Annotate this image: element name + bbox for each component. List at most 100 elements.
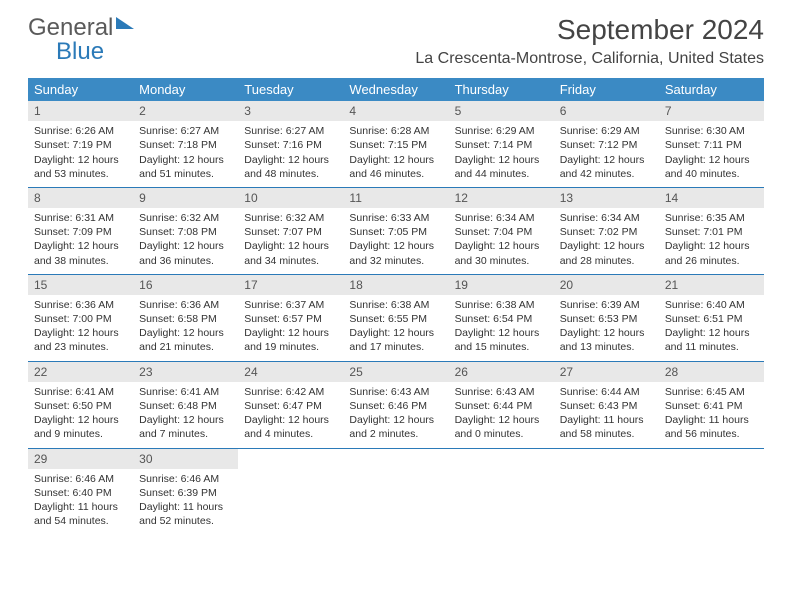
sunset-text: Sunset: 7:08 PM <box>139 225 232 239</box>
day-number: 10 <box>238 188 343 208</box>
sunrise-text: Sunrise: 6:42 AM <box>244 385 337 399</box>
daylight-text: Daylight: 12 hours and 51 minutes. <box>139 153 232 181</box>
day-body: Sunrise: 6:39 AMSunset: 6:53 PMDaylight:… <box>554 295 659 361</box>
day-cell: 6Sunrise: 6:29 AMSunset: 7:12 PMDaylight… <box>554 101 659 187</box>
daylight-text: Daylight: 11 hours and 58 minutes. <box>560 413 653 441</box>
day-number: 27 <box>554 362 659 382</box>
week-row: 8Sunrise: 6:31 AMSunset: 7:09 PMDaylight… <box>28 188 764 275</box>
daylight-text: Daylight: 12 hours and 38 minutes. <box>34 239 127 267</box>
sunrise-text: Sunrise: 6:39 AM <box>560 298 653 312</box>
day-number: 8 <box>28 188 133 208</box>
sunrise-text: Sunrise: 6:40 AM <box>665 298 758 312</box>
day-number: 11 <box>343 188 448 208</box>
sunset-text: Sunset: 7:11 PM <box>665 138 758 152</box>
sunrise-text: Sunrise: 6:46 AM <box>139 472 232 486</box>
day-cell: 27Sunrise: 6:44 AMSunset: 6:43 PMDayligh… <box>554 362 659 448</box>
day-number: 23 <box>133 362 238 382</box>
day-number <box>554 449 659 453</box>
header: General Blue September 2024 La Crescenta… <box>28 14 764 68</box>
sunrise-text: Sunrise: 6:29 AM <box>455 124 548 138</box>
day-number <box>659 449 764 453</box>
day-body: Sunrise: 6:44 AMSunset: 6:43 PMDaylight:… <box>554 382 659 448</box>
logo-text-blue: Blue <box>56 38 134 66</box>
day-body: Sunrise: 6:29 AMSunset: 7:12 PMDaylight:… <box>554 121 659 187</box>
dow-cell: Tuesday <box>238 78 343 101</box>
day-cell: 28Sunrise: 6:45 AMSunset: 6:41 PMDayligh… <box>659 362 764 448</box>
sunrise-text: Sunrise: 6:45 AM <box>665 385 758 399</box>
sunset-text: Sunset: 6:43 PM <box>560 399 653 413</box>
daylight-text: Daylight: 12 hours and 44 minutes. <box>455 153 548 181</box>
day-cell: 9Sunrise: 6:32 AMSunset: 7:08 PMDaylight… <box>133 188 238 274</box>
daylight-text: Daylight: 12 hours and 53 minutes. <box>34 153 127 181</box>
day-body: Sunrise: 6:41 AMSunset: 6:50 PMDaylight:… <box>28 382 133 448</box>
sunset-text: Sunset: 7:19 PM <box>34 138 127 152</box>
sunset-text: Sunset: 7:04 PM <box>455 225 548 239</box>
day-number: 3 <box>238 101 343 121</box>
daylight-text: Daylight: 12 hours and 48 minutes. <box>244 153 337 181</box>
daylight-text: Daylight: 11 hours and 56 minutes. <box>665 413 758 441</box>
sunset-text: Sunset: 6:47 PM <box>244 399 337 413</box>
sunrise-text: Sunrise: 6:41 AM <box>139 385 232 399</box>
day-number: 18 <box>343 275 448 295</box>
dow-cell: Wednesday <box>343 78 448 101</box>
sunrise-text: Sunrise: 6:37 AM <box>244 298 337 312</box>
sunrise-text: Sunrise: 6:38 AM <box>349 298 442 312</box>
sunrise-text: Sunrise: 6:46 AM <box>34 472 127 486</box>
day-body: Sunrise: 6:27 AMSunset: 7:18 PMDaylight:… <box>133 121 238 187</box>
sunrise-text: Sunrise: 6:36 AM <box>34 298 127 312</box>
day-body: Sunrise: 6:35 AMSunset: 7:01 PMDaylight:… <box>659 208 764 274</box>
day-number: 24 <box>238 362 343 382</box>
day-body: Sunrise: 6:38 AMSunset: 6:55 PMDaylight:… <box>343 295 448 361</box>
day-body: Sunrise: 6:31 AMSunset: 7:09 PMDaylight:… <box>28 208 133 274</box>
day-number <box>449 449 554 453</box>
sunrise-text: Sunrise: 6:26 AM <box>34 124 127 138</box>
sunrise-text: Sunrise: 6:43 AM <box>349 385 442 399</box>
day-body: Sunrise: 6:38 AMSunset: 6:54 PMDaylight:… <box>449 295 554 361</box>
day-cell <box>554 449 659 535</box>
day-of-week-row: SundayMondayTuesdayWednesdayThursdayFrid… <box>28 78 764 101</box>
daylight-text: Daylight: 12 hours and 9 minutes. <box>34 413 127 441</box>
week-row: 1Sunrise: 6:26 AMSunset: 7:19 PMDaylight… <box>28 101 764 188</box>
day-number: 25 <box>343 362 448 382</box>
day-number: 30 <box>133 449 238 469</box>
day-number <box>343 449 448 453</box>
day-body: Sunrise: 6:45 AMSunset: 6:41 PMDaylight:… <box>659 382 764 448</box>
daylight-text: Daylight: 12 hours and 7 minutes. <box>139 413 232 441</box>
sunset-text: Sunset: 6:53 PM <box>560 312 653 326</box>
day-body: Sunrise: 6:27 AMSunset: 7:16 PMDaylight:… <box>238 121 343 187</box>
day-cell <box>659 449 764 535</box>
day-body: Sunrise: 6:37 AMSunset: 6:57 PMDaylight:… <box>238 295 343 361</box>
daylight-text: Daylight: 12 hours and 11 minutes. <box>665 326 758 354</box>
day-number: 7 <box>659 101 764 121</box>
sunset-text: Sunset: 7:02 PM <box>560 225 653 239</box>
day-body: Sunrise: 6:36 AMSunset: 7:00 PMDaylight:… <box>28 295 133 361</box>
daylight-text: Daylight: 12 hours and 36 minutes. <box>139 239 232 267</box>
sunset-text: Sunset: 7:09 PM <box>34 225 127 239</box>
day-number: 20 <box>554 275 659 295</box>
day-number: 26 <box>449 362 554 382</box>
logo-text-general: General <box>28 14 113 41</box>
day-body: Sunrise: 6:42 AMSunset: 6:47 PMDaylight:… <box>238 382 343 448</box>
sunset-text: Sunset: 7:18 PM <box>139 138 232 152</box>
dow-cell: Sunday <box>28 78 133 101</box>
day-number: 14 <box>659 188 764 208</box>
sunset-text: Sunset: 7:05 PM <box>349 225 442 239</box>
day-number: 17 <box>238 275 343 295</box>
day-body: Sunrise: 6:46 AMSunset: 6:39 PMDaylight:… <box>133 469 238 535</box>
day-body: Sunrise: 6:43 AMSunset: 6:46 PMDaylight:… <box>343 382 448 448</box>
day-cell: 13Sunrise: 6:34 AMSunset: 7:02 PMDayligh… <box>554 188 659 274</box>
dow-cell: Saturday <box>659 78 764 101</box>
dow-cell: Monday <box>133 78 238 101</box>
sunrise-text: Sunrise: 6:34 AM <box>455 211 548 225</box>
day-cell: 18Sunrise: 6:38 AMSunset: 6:55 PMDayligh… <box>343 275 448 361</box>
sunrise-text: Sunrise: 6:38 AM <box>455 298 548 312</box>
day-body: Sunrise: 6:46 AMSunset: 6:40 PMDaylight:… <box>28 469 133 535</box>
day-cell: 1 Sunrise: 6:26 AMSunset: 7:19 PMDaylight… <box>28 101 133 187</box>
daylight-text: Daylight: 12 hours and 46 minutes. <box>349 153 442 181</box>
sunset-text: Sunset: 6:41 PM <box>665 399 758 413</box>
day-number: 13 <box>554 188 659 208</box>
day-number: 1 <box>28 101 133 121</box>
day-body: Sunrise: 6:28 AMSunset: 7:15 PMDaylight:… <box>343 121 448 187</box>
sunset-text: Sunset: 7:16 PM <box>244 138 337 152</box>
sunrise-text: Sunrise: 6:31 AM <box>34 211 127 225</box>
